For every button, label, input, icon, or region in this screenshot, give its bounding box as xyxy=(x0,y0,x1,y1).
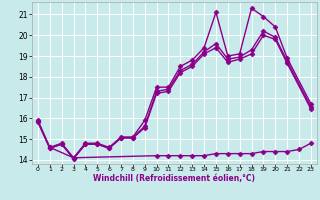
X-axis label: Windchill (Refroidissement éolien,°C): Windchill (Refroidissement éolien,°C) xyxy=(93,174,255,183)
